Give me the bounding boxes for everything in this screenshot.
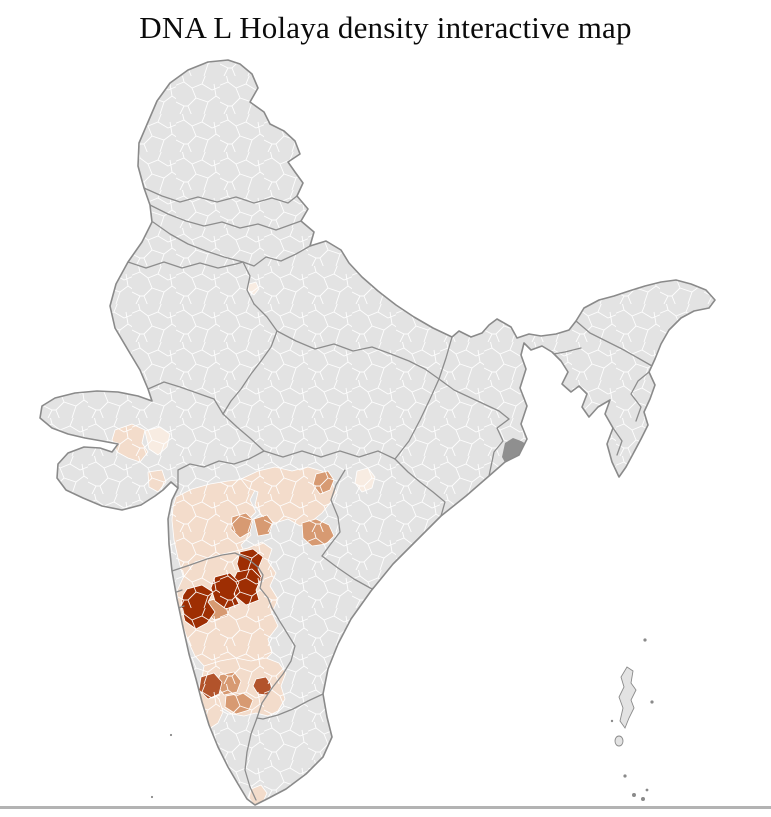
lakshadweep-islet (150, 795, 154, 799)
islet (645, 788, 649, 792)
islet (623, 774, 627, 778)
andaman-main-island[interactable] (618, 666, 637, 729)
map-title: DNA L Holaya density interactive map (139, 10, 632, 45)
islet (632, 793, 636, 797)
sundarbans-delta (502, 438, 531, 472)
islet (641, 797, 645, 801)
islet (643, 638, 647, 642)
footer-rule (0, 806, 771, 809)
little-andaman-island[interactable] (614, 735, 624, 747)
india-country-outline (39, 59, 716, 806)
lakshadweep-islet (169, 733, 173, 737)
andaman-nicobar-islands[interactable] (610, 638, 654, 801)
islet (610, 719, 614, 723)
islet (650, 700, 654, 704)
